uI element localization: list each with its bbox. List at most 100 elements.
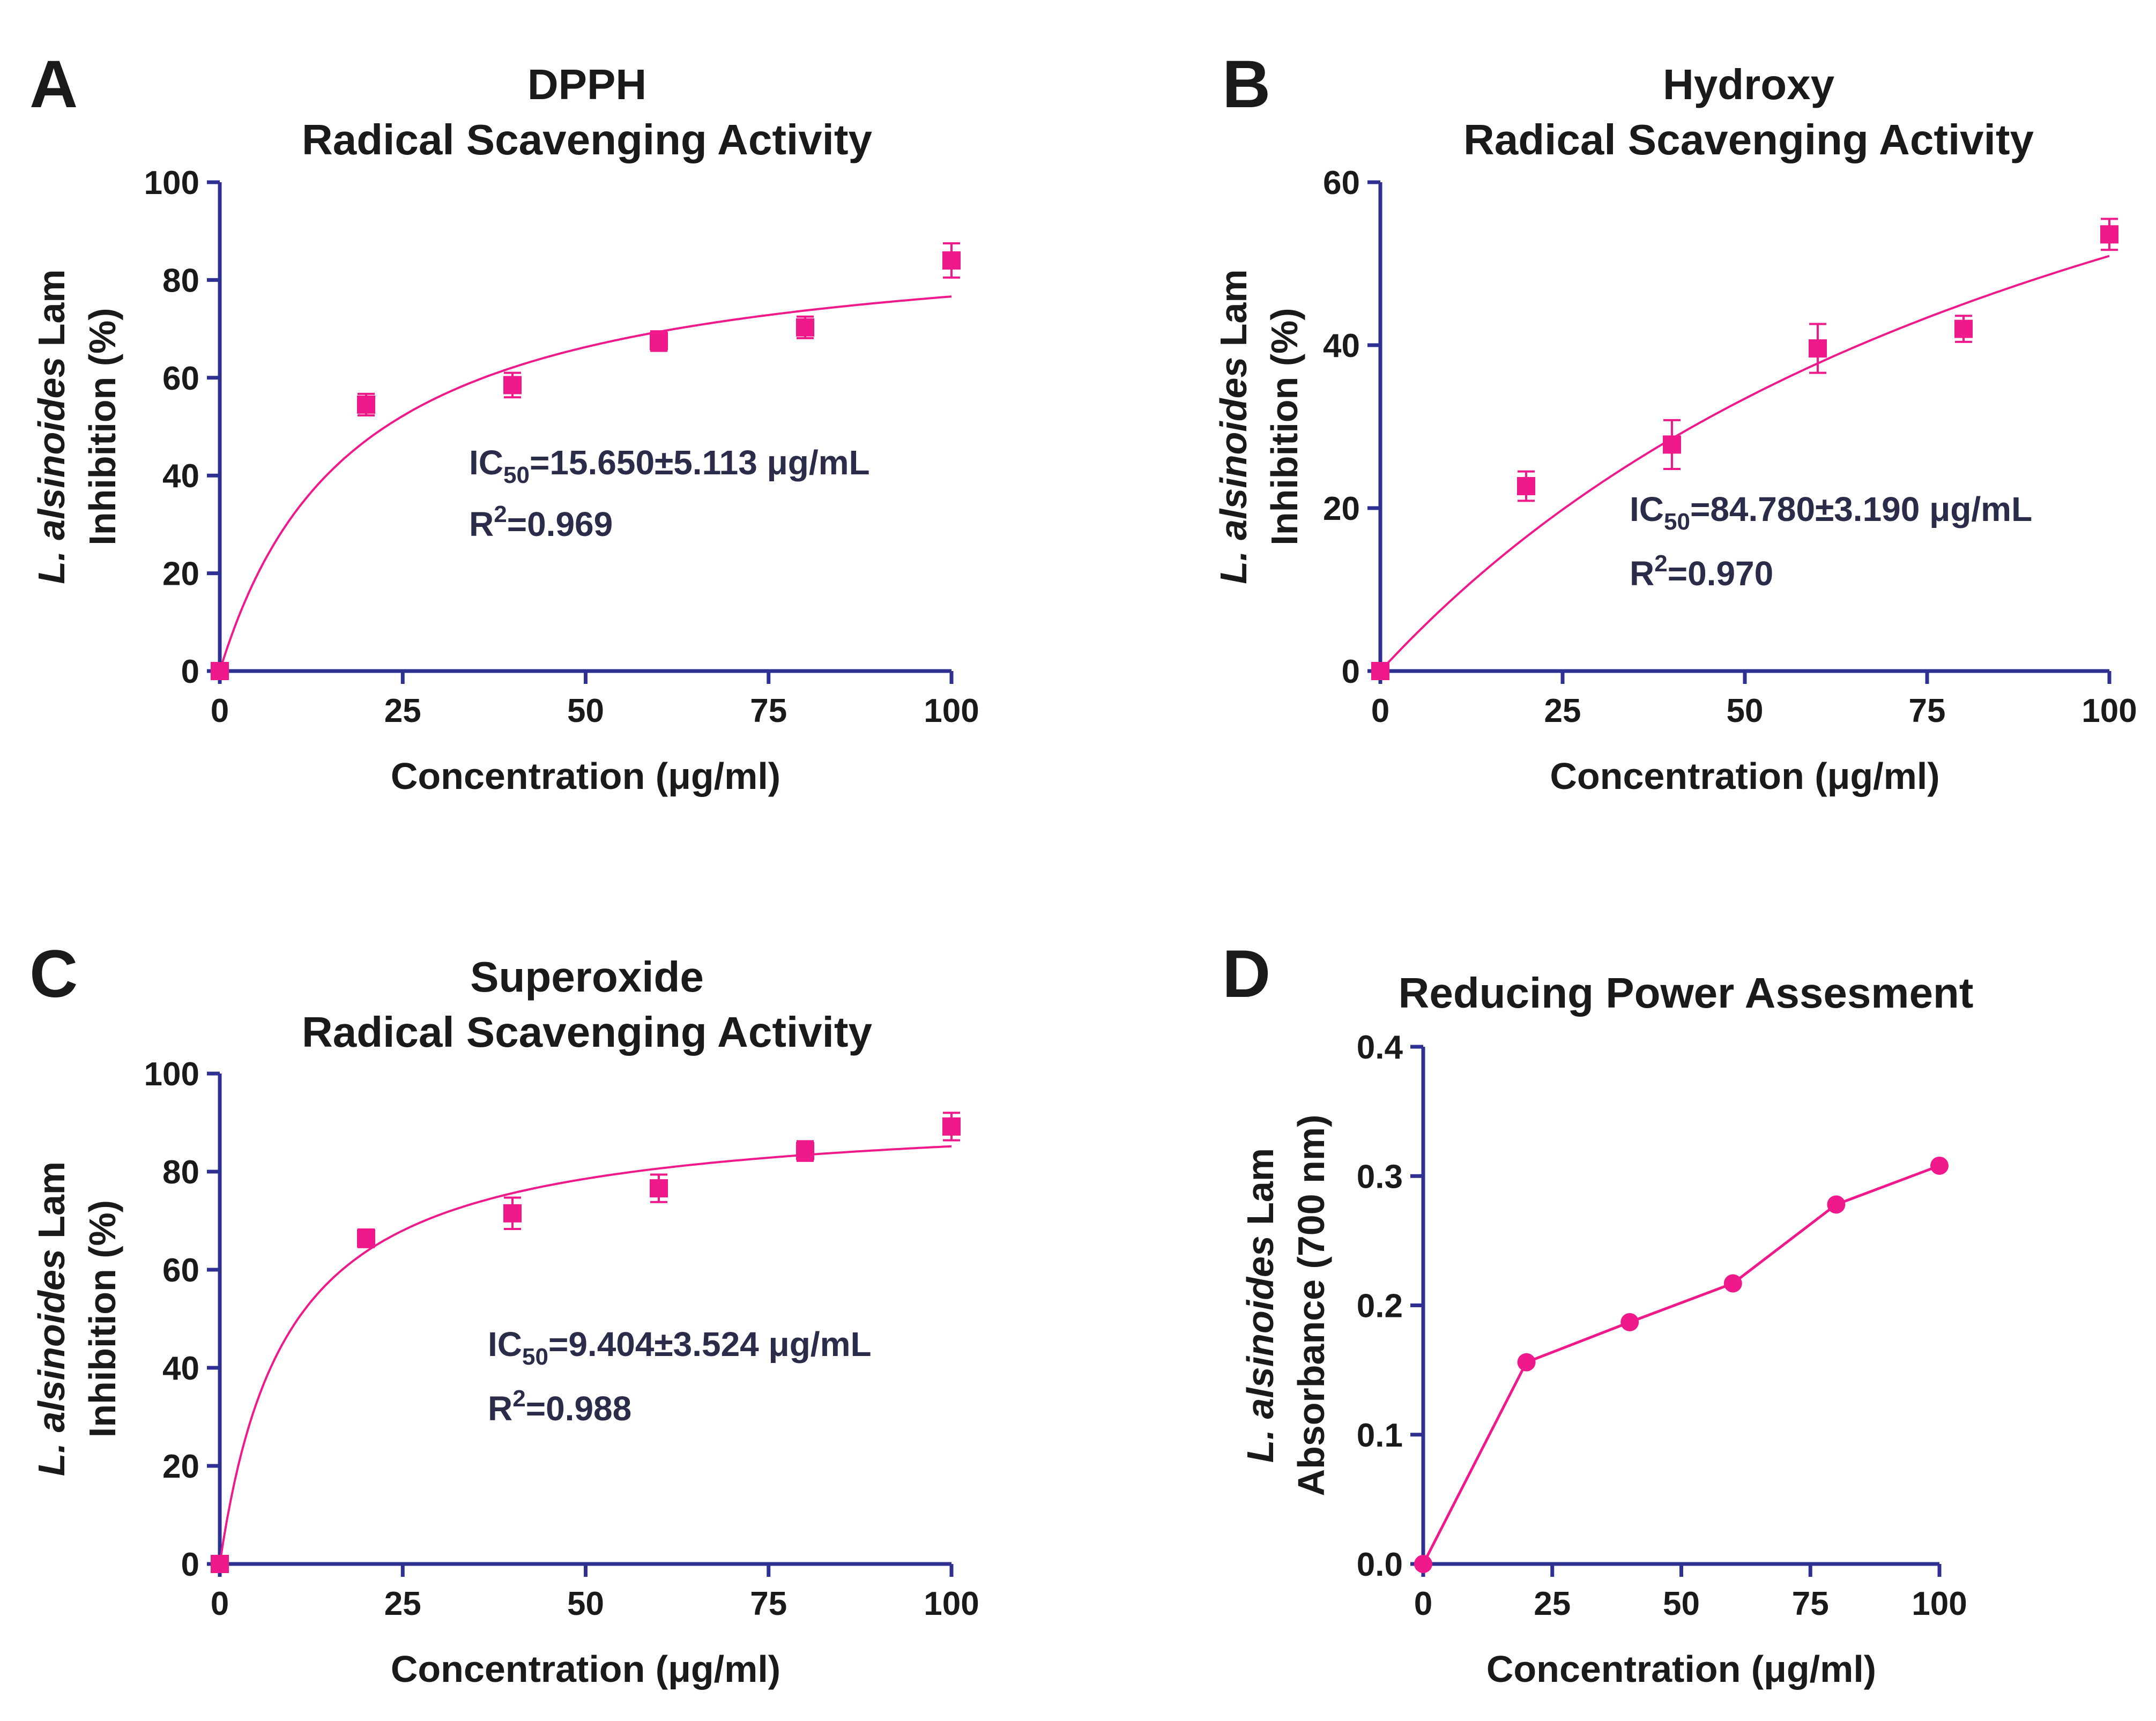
y-tick-label: 40	[1323, 327, 1360, 364]
data-point	[1414, 1555, 1432, 1573]
chart-title: Radical Scavenging Activity	[302, 1008, 873, 1056]
chart-title: Reducing Power Assesment	[1399, 969, 1974, 1017]
x-axis-label: Concentration (μg/ml)	[391, 755, 780, 797]
fit-curve	[219, 295, 952, 672]
x-tick-label: 0	[211, 692, 229, 729]
y-tick-label: 20	[162, 556, 199, 593]
chart-title: Hydroxy	[1663, 61, 1835, 108]
y-axis-label-line1: L. alsinoides Lam	[31, 269, 72, 584]
data-point	[357, 395, 375, 414]
ic50-annotation: IC50=15.650±5.113 μg/mL	[469, 443, 870, 488]
x-tick-label: 100	[924, 1585, 979, 1622]
ic50-annotation: IC50=84.780±3.190 μg/mL	[1630, 490, 2032, 535]
y-axis-label-line1: L. alsinoides Lam	[1213, 269, 1254, 584]
y-tick-label: 60	[162, 1252, 199, 1289]
ic50-subscript: 50	[1664, 509, 1690, 535]
data-point	[357, 1229, 375, 1248]
ic50-annotation: IC50=9.404±3.524 μg/mL	[488, 1325, 872, 1370]
x-axis-label: Concentration (μg/ml)	[391, 1648, 780, 1690]
x-axis-label: Concentration (μg/ml)	[1486, 1648, 1876, 1690]
chart-title: DPPH	[527, 61, 646, 108]
y-axis-label-species: L. alsinoides	[31, 357, 72, 584]
x-tick-label: 25	[1544, 692, 1581, 729]
r2-prefix: R	[1630, 554, 1654, 593]
data-point	[1663, 435, 1681, 454]
x-tick-label: 75	[750, 692, 787, 729]
x-tick-label: 100	[2081, 692, 2137, 729]
series-line	[1422, 1164, 1940, 1565]
data-point	[1723, 1274, 1742, 1293]
r2-value: =0.970	[1668, 554, 1774, 593]
y-tick-label: 0.4	[1357, 1029, 1403, 1066]
y-tick-label: 40	[162, 1350, 199, 1387]
x-tick-label: 75	[1909, 692, 1946, 729]
ic50-prefix: IC	[488, 1325, 522, 1364]
y-tick-label: 0	[181, 653, 199, 690]
y-axis-label-suffix: Lam	[1213, 269, 1254, 356]
y-tick-label: 20	[1323, 490, 1360, 527]
y-tick-label: 40	[162, 458, 199, 495]
y-axis-label-suffix: Lam	[31, 269, 72, 356]
x-tick-label: 0	[1414, 1585, 1432, 1622]
data-point	[2100, 225, 2118, 244]
data-point	[796, 318, 814, 337]
ic50-prefix: IC	[469, 443, 503, 482]
x-tick-label: 50	[567, 692, 604, 729]
r2-superscript: 2	[494, 501, 507, 527]
y-tick-label: 0.3	[1357, 1158, 1403, 1195]
y-tick-label: 100	[144, 1056, 199, 1093]
data-point	[1371, 662, 1389, 680]
data-point	[503, 1204, 522, 1223]
x-tick-label: 25	[1534, 1585, 1571, 1622]
y-axis-label-line2: Inhibition (%)	[81, 1200, 123, 1437]
data-point	[1517, 1353, 1536, 1372]
y-axis-label-line1: L. alsinoides Lam	[31, 1161, 72, 1476]
y-axis-label-suffix: Lam	[31, 1161, 72, 1249]
panel-label: A	[29, 47, 78, 122]
y-tick-label: 0	[1342, 653, 1360, 690]
x-tick-label: 75	[750, 1585, 787, 1622]
r2-value: =0.969	[507, 505, 613, 543]
data-point	[650, 1179, 668, 1198]
y-axis-label-species: L. alsinoides	[1239, 1235, 1281, 1463]
y-axis-label-suffix: Lam	[1239, 1148, 1281, 1235]
fit-curve	[1379, 255, 2110, 672]
r2-annotation: R2=0.969	[469, 501, 613, 543]
chart-title: Radical Scavenging Activity	[302, 116, 873, 163]
fit-curve	[219, 1145, 952, 1564]
panel-label: D	[1222, 937, 1270, 1011]
y-axis-label-line2: Inhibition (%)	[81, 308, 123, 545]
data-point	[211, 662, 229, 680]
data-point	[1517, 476, 1535, 495]
data-point	[650, 332, 668, 351]
data-point	[211, 1555, 229, 1573]
ic50-subscript: 50	[503, 462, 530, 488]
data-point	[1809, 339, 1827, 358]
data-point	[1930, 1156, 1949, 1175]
x-tick-label: 25	[384, 692, 421, 729]
y-axis-label-species: L. alsinoides	[31, 1249, 72, 1476]
y-tick-label: 100	[144, 165, 199, 202]
x-tick-label: 50	[567, 1585, 604, 1622]
data-point	[942, 1117, 961, 1136]
y-tick-label: 0	[181, 1546, 199, 1583]
data-point	[1620, 1313, 1639, 1331]
y-tick-label: 60	[162, 360, 199, 397]
ic50-value: =9.404±3.524 μg/mL	[548, 1325, 872, 1364]
y-tick-label: 20	[162, 1448, 199, 1485]
ic50-value: =84.780±3.190 μg/mL	[1690, 490, 2032, 528]
x-tick-label: 25	[384, 1585, 421, 1622]
y-tick-label: 0.2	[1357, 1288, 1403, 1325]
x-tick-label: 0	[1371, 692, 1389, 729]
data-point	[1954, 319, 1973, 338]
data-point	[942, 251, 961, 270]
y-tick-label: 60	[1323, 165, 1360, 202]
x-tick-label: 0	[211, 1585, 229, 1622]
y-axis-label-species: L. alsinoides	[1213, 357, 1254, 584]
y-axis-label-line2: Inhibition (%)	[1263, 308, 1305, 545]
x-tick-label: 100	[1912, 1585, 1967, 1622]
data-point	[503, 376, 522, 394]
x-axis-label: Concentration (μg/ml)	[1550, 755, 1939, 797]
